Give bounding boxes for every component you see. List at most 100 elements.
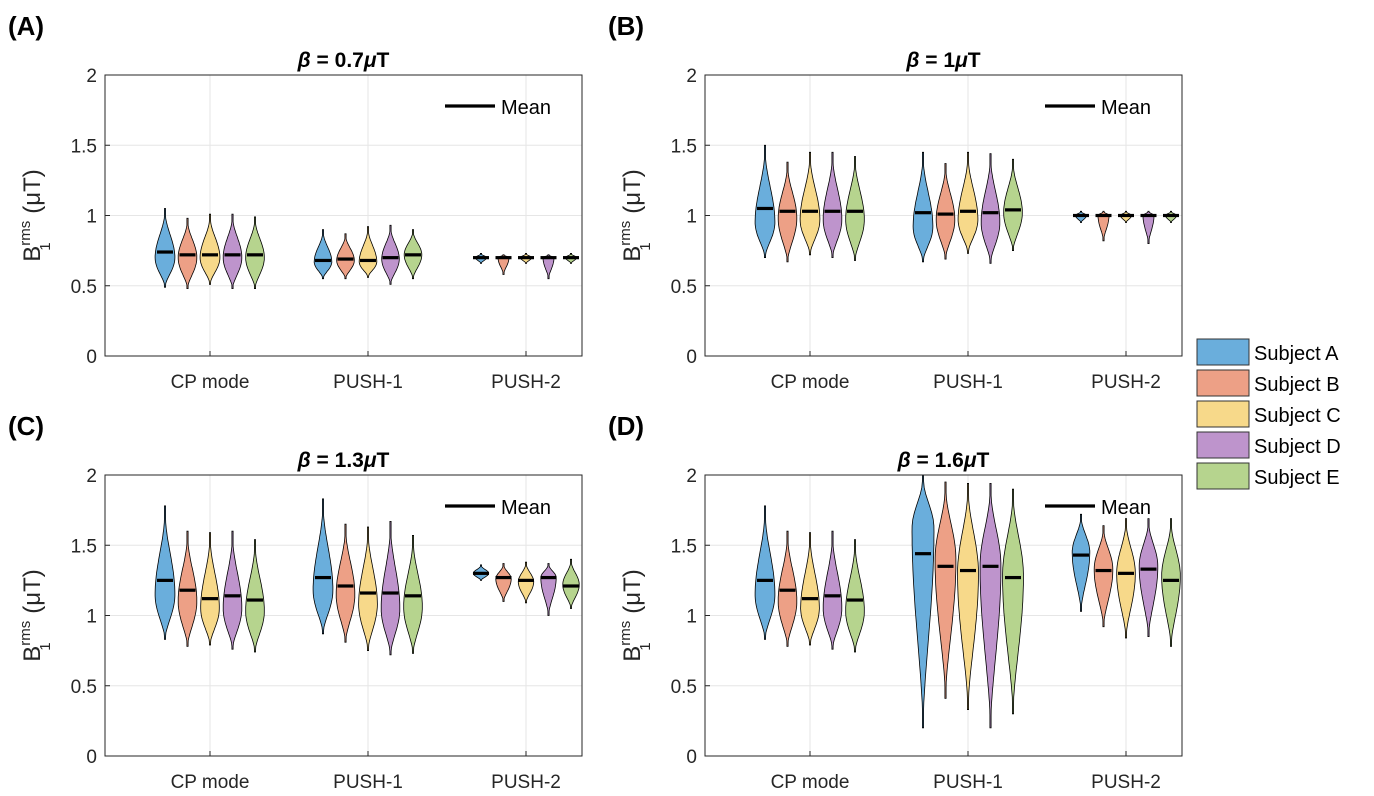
- x-tick-label: CP mode: [171, 772, 250, 793]
- violin-subject-d-push-1: [979, 483, 1002, 729]
- violin-subject-c-push-1: [957, 483, 979, 710]
- violin-subject-a-push-2: [1071, 513, 1091, 612]
- violin-subject-d-push-2: [1138, 518, 1159, 637]
- y-tick-label: 0.5: [671, 677, 697, 698]
- y-tick-label: 1: [686, 207, 697, 228]
- violin-subject-d-push-1: [380, 521, 401, 656]
- y-tick-label: 0: [86, 347, 97, 368]
- legend-swatch-subject-d: [1196, 431, 1250, 459]
- violin-subject-c-push-1: [957, 151, 979, 254]
- violin-subject-e-push-1: [1003, 158, 1023, 251]
- x-tick-label: CP mode: [171, 372, 250, 393]
- x-tick-label: PUSH-2: [491, 772, 561, 793]
- y-axis-label: Brms1 (μT): [617, 569, 654, 662]
- chart-title: β = 0.7μT: [297, 49, 390, 72]
- y-tick-label: 1: [86, 607, 97, 628]
- x-tick-label: PUSH-2: [1091, 772, 1161, 793]
- y-tick-label: 1.5: [671, 536, 697, 557]
- y-tick-label: 1.5: [71, 136, 97, 157]
- panel-label: (D): [608, 411, 644, 441]
- violin-subject-a-cp-mode: [154, 505, 176, 640]
- legend-swatch-subject-c: [1196, 400, 1250, 428]
- violin-subject-c-push-2: [517, 561, 535, 604]
- x-tick-label: CP mode: [771, 372, 850, 393]
- legend-label-subject-c: Subject C: [1254, 405, 1341, 427]
- panel-label: (A): [8, 11, 44, 41]
- y-axis-label: Brms1 (μT): [17, 569, 54, 662]
- violin-subject-c-push-1: [358, 226, 378, 278]
- y-tick-label: 1.5: [71, 536, 97, 557]
- violin-subject-d-push-2: [1142, 210, 1155, 244]
- y-tick-label: 0.5: [671, 277, 697, 298]
- violin-subject-b-push-1: [336, 233, 355, 280]
- panel-label: (C): [8, 411, 44, 441]
- violin-subject-e-push-2: [562, 558, 580, 609]
- violin-subject-c-push-2: [1116, 518, 1136, 639]
- y-tick-label: 0: [686, 747, 697, 768]
- y-tick-label: 0.5: [71, 277, 97, 298]
- violin-subject-a-cp-mode: [754, 505, 776, 640]
- y-tick-label: 0.5: [71, 677, 97, 698]
- x-tick-label: PUSH-2: [1091, 372, 1161, 393]
- legend-label-subject-e: Subject E: [1254, 467, 1340, 489]
- panel-label: (B): [608, 11, 644, 41]
- legend-label-subject-a: Subject A: [1254, 343, 1339, 365]
- y-tick-label: 2: [86, 466, 97, 487]
- x-tick-label: PUSH-2: [491, 372, 561, 393]
- mean-legend-label: Mean: [501, 97, 551, 119]
- violin-subject-d-push-1: [980, 153, 1001, 264]
- violin-subject-b-push-1: [935, 163, 956, 260]
- x-tick-label: PUSH-1: [333, 372, 403, 393]
- violin-subject-a-cp-mode: [154, 208, 176, 288]
- panel-d: 0 0.5 1 1.5 2 CP mode PUSH-1 PUSH-2 Brms1 (μT) β …: [608, 411, 1183, 793]
- violin-subject-a-push-1: [312, 498, 334, 635]
- violin-subject-b-push-1: [934, 481, 957, 699]
- x-tick-label: PUSH-1: [933, 372, 1003, 393]
- y-tick-label: 2: [686, 66, 697, 87]
- violin-subject-e-cp-mode: [245, 216, 265, 289]
- panel-a: 0 0.5 1 1.5 2 CP mode PUSH-1 PUSH-2 Brms1 (μT) β …: [8, 11, 583, 393]
- violin-subject-d-push-2: [542, 254, 555, 280]
- subject-legend: Subject A Subject B Subject C Subject D Subj…: [1196, 338, 1341, 490]
- violin-subject-c-push-1: [358, 526, 378, 651]
- violin-subject-e-cp-mode: [245, 539, 265, 653]
- legend-label-subject-d: Subject D: [1254, 436, 1341, 458]
- mean-legend-label: Mean: [501, 497, 551, 519]
- chart-title: β = 1μT: [905, 49, 980, 72]
- violin-subject-b-push-2: [495, 563, 512, 602]
- violin-subject-e-cp-mode: [845, 156, 865, 261]
- y-tick-label: 2: [86, 66, 97, 87]
- y-tick-label: 1: [86, 207, 97, 228]
- violin-subject-a-cp-mode: [754, 144, 776, 258]
- x-tick-label: PUSH-1: [933, 772, 1003, 793]
- y-axis-label: Brms1 (μT): [617, 169, 654, 262]
- panel-b: 0 0.5 1 1.5 2 CP mode PUSH-1 PUSH-2 Brms1 (μT) β …: [608, 11, 1183, 393]
- mean-legend-label: Mean: [1101, 497, 1151, 519]
- violin-subject-a-push-1: [912, 151, 934, 263]
- violin-subject-b-push-2: [1093, 525, 1114, 628]
- violin-subject-c-cp-mode: [800, 532, 820, 646]
- y-axis-label: Brms1 (μT): [17, 169, 54, 262]
- legend-swatch-subject-a: [1196, 338, 1250, 366]
- y-tick-label: 1.5: [671, 136, 697, 157]
- x-tick-label: CP mode: [771, 772, 850, 793]
- violin-subject-c-cp-mode: [199, 213, 221, 285]
- violin-subject-d-cp-mode: [822, 530, 843, 650]
- violin-subject-d-cp-mode: [222, 530, 243, 650]
- violin-subject-b-push-1: [335, 523, 356, 643]
- legend-swatch-subject-e: [1196, 462, 1250, 490]
- mean-legend-label: Mean: [1101, 97, 1151, 119]
- legend-swatch-subject-b: [1196, 369, 1250, 397]
- y-tick-label: 2: [686, 466, 697, 487]
- violin-subject-c-cp-mode: [200, 532, 220, 646]
- legend-label-subject-b: Subject B: [1254, 374, 1340, 396]
- violin-subject-b-push-2: [497, 254, 510, 275]
- y-tick-label: 0: [86, 747, 97, 768]
- violin-subject-c-cp-mode: [799, 151, 821, 256]
- chart-title: β = 1.3μT: [297, 449, 390, 472]
- chart-title: β = 1.6μT: [897, 449, 990, 472]
- panel-c: 0 0.5 1 1.5 2 CP mode PUSH-1 PUSH-2 Brms1 (μT) β …: [8, 411, 583, 793]
- x-tick-label: PUSH-1: [333, 772, 403, 793]
- y-tick-label: 0: [686, 347, 697, 368]
